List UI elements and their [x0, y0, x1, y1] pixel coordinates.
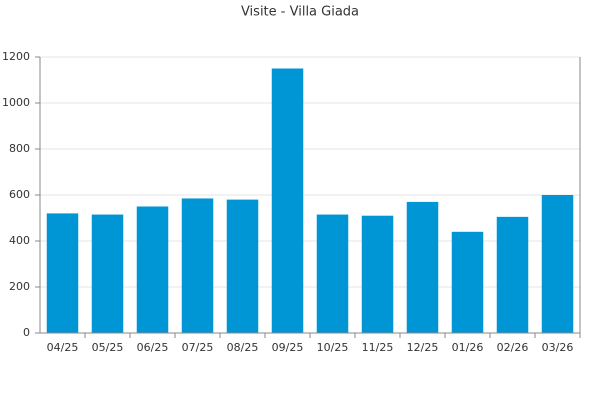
x-tick-label: 05/25	[92, 341, 124, 354]
x-tick-label: 03/26	[542, 341, 574, 354]
x-tick-label: 01/26	[452, 341, 484, 354]
y-tick-label: 600	[9, 188, 30, 201]
bar	[181, 198, 214, 333]
x-tick-label: 12/25	[407, 341, 439, 354]
bar	[316, 214, 349, 333]
chart-title: Visite - Villa Giada	[241, 5, 359, 20]
x-tick-label: 02/26	[497, 341, 529, 354]
x-tick-label: 11/25	[362, 341, 394, 354]
bar	[226, 199, 259, 333]
bar	[451, 231, 484, 333]
y-tick-label: 0	[23, 326, 30, 339]
x-tick-label: 04/25	[47, 341, 79, 354]
y-tick-label: 200	[9, 280, 30, 293]
bar	[136, 206, 169, 333]
bar	[46, 213, 79, 333]
bar	[541, 195, 574, 333]
x-tick-label: 06/25	[137, 341, 169, 354]
y-tick-label: 1200	[2, 50, 30, 63]
x-tick-label: 09/25	[272, 341, 304, 354]
y-tick-label: 400	[9, 234, 30, 247]
y-tick-label: 1000	[2, 96, 30, 109]
x-tick-label: 08/25	[227, 341, 259, 354]
bar	[406, 201, 439, 333]
bar	[496, 216, 529, 333]
x-tick-label: 07/25	[182, 341, 214, 354]
bar	[361, 215, 394, 333]
x-tick-label: 10/25	[317, 341, 349, 354]
y-tick-label: 800	[9, 142, 30, 155]
bar	[91, 214, 124, 333]
bar	[271, 68, 304, 333]
